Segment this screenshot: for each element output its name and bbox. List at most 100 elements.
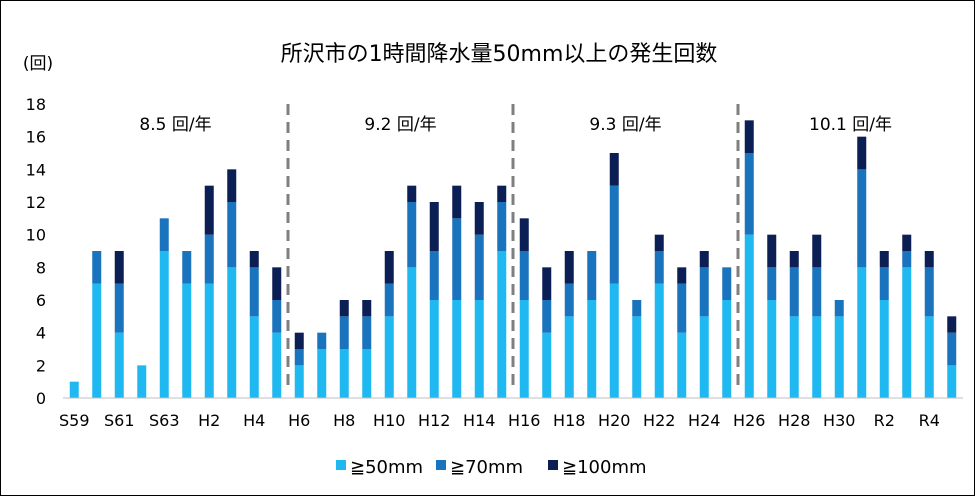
bar-segment [227, 267, 237, 398]
bar-segment [879, 267, 889, 300]
bar-segment [677, 332, 687, 398]
bar-segment [902, 267, 912, 398]
bar-segment [767, 267, 777, 300]
x-tick-label: H28 [778, 411, 810, 430]
bar-segment [722, 267, 732, 300]
bar-segment [227, 202, 237, 268]
legend-swatch [548, 460, 558, 470]
bar-segment [272, 332, 282, 398]
bar-segment [609, 283, 619, 398]
bar-segment [182, 283, 192, 398]
bar-segment [812, 234, 822, 268]
bar-segment [362, 316, 372, 349]
bar-segment [249, 251, 259, 268]
bar-segment [857, 169, 867, 268]
bar-segment [69, 381, 79, 398]
bar-segment [924, 316, 934, 398]
period-label: 10.1 回/年 [809, 115, 892, 135]
legend-swatch [336, 460, 346, 470]
bar-segment [632, 300, 642, 317]
x-tick-label: H2 [198, 411, 220, 430]
legend: ≧50mm ≧70mm ≧100mm [336, 457, 647, 478]
bar-segment [654, 283, 664, 398]
bar-segment [114, 332, 124, 398]
period-dividers [286, 104, 740, 388]
bars [69, 120, 957, 398]
y-axis-unit-label: (回) [23, 54, 53, 74]
x-tick-label: R2 [874, 411, 895, 430]
bar-segment [519, 251, 529, 300]
bar-segment [452, 300, 462, 398]
bar-segment [699, 251, 709, 268]
bar-segment [407, 267, 417, 398]
bar-segment [339, 316, 349, 349]
bar-segment [204, 234, 214, 284]
bar-segment [924, 267, 934, 317]
y-tick-label: 8 [36, 258, 46, 277]
bar-segment [384, 283, 394, 317]
x-tick-label: H14 [463, 411, 495, 430]
bar-segment [587, 251, 597, 300]
legend-swatch [436, 460, 446, 470]
bar-segment [474, 300, 484, 398]
bar-segment [452, 218, 462, 300]
bar-segment [812, 267, 822, 317]
bar-segment [857, 136, 867, 170]
bar-segment [317, 349, 327, 398]
bar-segment [609, 153, 619, 186]
bar-segment [879, 300, 889, 398]
y-tick-label: 18 [26, 95, 46, 114]
bar-segment [497, 185, 507, 202]
period-label: 8.5 回/年 [139, 115, 211, 135]
bar-segment [159, 251, 169, 398]
x-axis-tick-labels: S59 S61 S63 H2 H4 H6 H8 H10 H12 H14 H16 H18 H20 H22 H2… [59, 411, 940, 430]
bar-segment [699, 316, 709, 398]
bar-segment [159, 218, 169, 251]
x-tick-label: H26 [733, 411, 765, 430]
y-tick-label: 12 [26, 193, 46, 212]
bar-segment [677, 283, 687, 333]
legend-label: ≧70mm [450, 457, 523, 478]
x-tick-label: H22 [643, 411, 675, 430]
bar-segment [294, 349, 304, 366]
bar-segment [564, 316, 574, 398]
x-tick-label: H18 [553, 411, 585, 430]
bar-segment [542, 267, 552, 300]
x-tick-label: S63 [149, 411, 180, 430]
y-tick-label: 10 [26, 226, 46, 245]
bar-segment [542, 300, 552, 333]
bar-segment [429, 251, 439, 300]
bar-segment [834, 300, 844, 317]
x-tick-label: H30 [823, 411, 855, 430]
bar-segment [114, 251, 124, 284]
bar-segment [564, 251, 574, 284]
x-tick-label: S61 [104, 411, 135, 430]
bar-segment [744, 120, 754, 153]
y-tick-label: 14 [26, 160, 46, 179]
bar-segment [249, 316, 259, 398]
bar-segment [947, 316, 957, 333]
bar-segment [789, 267, 799, 317]
bar-segment [474, 202, 484, 235]
bar-segment [429, 202, 439, 251]
bar-segment [519, 218, 529, 251]
period-label: 9.2 回/年 [364, 115, 436, 135]
bar-segment [879, 251, 889, 268]
bar-segment [902, 251, 912, 268]
legend-label: ≧50mm [350, 457, 423, 478]
x-tick-label: H20 [598, 411, 630, 430]
y-tick-label: 2 [36, 356, 46, 375]
bar-segment [789, 251, 799, 268]
bar-segment [947, 365, 957, 398]
bar-segment [767, 300, 777, 398]
y-tick-label: 16 [26, 128, 46, 147]
bar-segment [812, 316, 822, 398]
x-tick-label: H6 [288, 411, 310, 430]
bar-segment [789, 316, 799, 398]
bar-segment [744, 234, 754, 398]
bar-segment [429, 300, 439, 398]
bar-segment [767, 234, 777, 268]
bar-segment [92, 251, 102, 284]
